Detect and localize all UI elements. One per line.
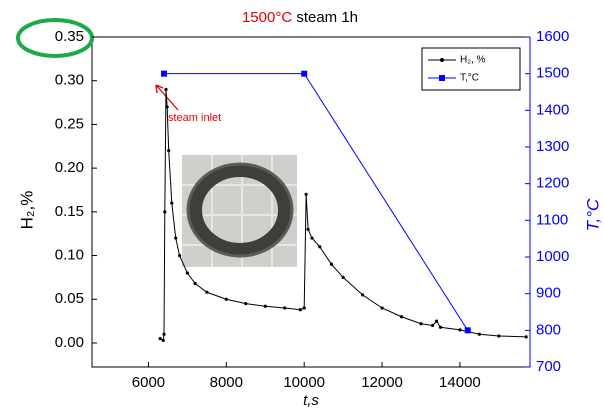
legend-marker — [439, 75, 445, 81]
legend-label: T,°C — [460, 73, 479, 84]
point — [283, 306, 287, 310]
y2-tick-label: 1200 — [536, 175, 569, 192]
title-part: 1500°C — [242, 9, 292, 26]
title-part: steam 1h — [296, 9, 358, 26]
point — [458, 328, 462, 332]
point — [161, 338, 165, 342]
legend-label: H₂, % — [460, 55, 486, 66]
x-tick-label: 6000 — [132, 374, 165, 391]
point — [174, 236, 178, 240]
point — [464, 327, 471, 334]
point — [185, 271, 189, 275]
x-axis-label: t,s — [303, 392, 319, 409]
point — [380, 306, 384, 310]
y-tick-label: 0.05 — [55, 290, 84, 307]
y-tick-label: 0.20 — [55, 159, 84, 176]
point — [158, 336, 162, 341]
point — [419, 322, 423, 326]
annotation: steam inlet — [168, 112, 221, 124]
point — [170, 201, 174, 205]
point — [318, 245, 322, 249]
point — [306, 227, 310, 231]
y-tick-label: 0.25 — [55, 115, 84, 132]
point — [301, 70, 308, 77]
point — [360, 293, 365, 297]
point — [263, 304, 267, 308]
point — [434, 319, 439, 323]
point — [298, 308, 302, 312]
point — [302, 306, 306, 310]
y2-tick-label: 1100 — [536, 211, 568, 228]
legend-box — [421, 47, 521, 91]
point — [161, 70, 168, 77]
point — [162, 332, 166, 336]
point — [438, 325, 443, 329]
x-tick-label: 10000 — [283, 374, 325, 391]
y2-tick-label: 1400 — [536, 101, 569, 118]
x-tick-label: 8000 — [210, 374, 243, 391]
point — [167, 149, 171, 153]
highlight-circle — [16, 18, 94, 58]
point — [205, 290, 209, 294]
point — [164, 87, 168, 92]
y-axis-label: H₂,% — [17, 191, 36, 230]
y-tick-label: 0.30 — [55, 72, 84, 89]
point — [244, 302, 248, 306]
y-tick-label: 0.00 — [55, 334, 84, 351]
point — [399, 315, 404, 319]
point — [341, 275, 345, 279]
point — [178, 253, 182, 258]
point — [165, 105, 169, 109]
y2-tick-label: 800 — [536, 321, 561, 338]
point — [431, 323, 435, 328]
y2-tick-label: 900 — [536, 285, 561, 302]
point — [329, 262, 334, 266]
point — [224, 297, 228, 301]
point — [477, 332, 481, 336]
y2-tick-label: 1600 — [536, 28, 569, 45]
y-tick-label: 0.35 — [55, 28, 84, 45]
chart-title: 1500°C steam 1h — [242, 9, 358, 26]
x-tick-label: 14000 — [439, 374, 481, 391]
point — [310, 236, 314, 240]
y-tick-label: 0.10 — [55, 247, 84, 264]
photo — [182, 155, 297, 267]
y2-axis-label: T,°C — [583, 198, 602, 231]
point — [524, 335, 528, 339]
point — [163, 210, 167, 214]
y2-tick-label: 1000 — [536, 248, 569, 265]
y2-tick-label: 700 — [536, 358, 561, 375]
point — [193, 281, 197, 286]
point — [497, 334, 501, 338]
y2-tick-label: 1300 — [536, 138, 569, 155]
legend-marker — [440, 58, 444, 62]
y2-tick-label: 1500 — [536, 65, 569, 82]
y-tick-label: 0.15 — [55, 203, 84, 220]
x-tick-label: 12000 — [361, 374, 403, 391]
point — [304, 192, 308, 196]
